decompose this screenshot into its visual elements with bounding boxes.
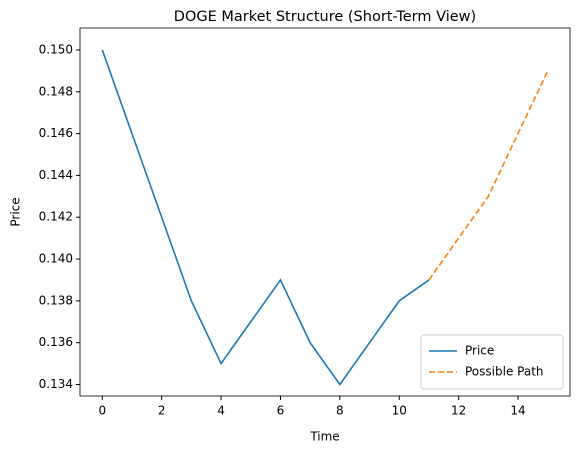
x-tick-label: 0 (98, 404, 106, 418)
legend-label: Possible Path (465, 365, 544, 379)
line-series (101, 49, 430, 386)
line-series (428, 70, 549, 281)
chart-title: DOGE Market Structure (Short-Term View) (174, 9, 476, 25)
y-tick-label: 0.140 (39, 252, 73, 266)
x-tick-label: 2 (158, 404, 166, 418)
y-tick-label: 0.134 (39, 377, 73, 391)
legend-label: Price (465, 344, 494, 358)
y-tick-label: 0.136 (39, 335, 73, 349)
x-tick-label: 6 (277, 404, 285, 418)
x-tick-label: 4 (217, 404, 225, 418)
y-tick-label: 0.150 (39, 42, 73, 56)
x-tick-label: 12 (451, 404, 466, 418)
x-tick-label: 8 (336, 404, 344, 418)
axes-frame (79, 27, 571, 397)
x-tick-label: 14 (510, 404, 525, 418)
y-tick-label: 0.138 (39, 293, 73, 307)
x-axis-label: Time (309, 430, 339, 444)
y-tick-label: 0.148 (39, 84, 73, 98)
y-axis-label: Price (9, 197, 23, 226)
y-tick-label: 0.142 (39, 210, 73, 224)
x-tick-label: 10 (392, 404, 407, 418)
y-tick-label: 0.146 (39, 126, 73, 140)
y-tick-label: 0.144 (39, 168, 73, 182)
legend-box (420, 334, 564, 390)
